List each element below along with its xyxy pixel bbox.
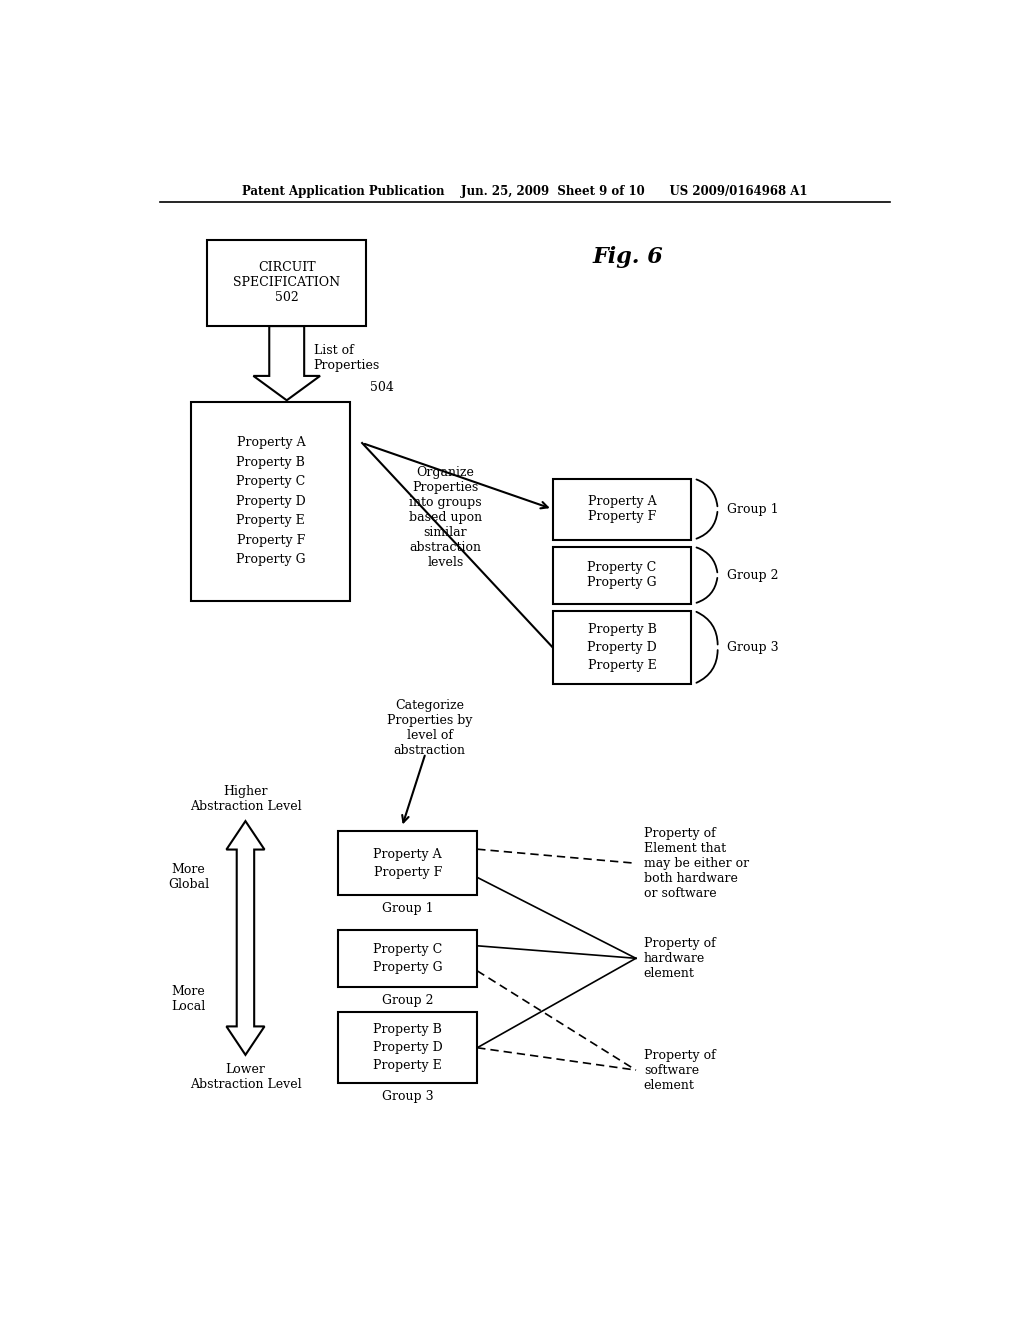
FancyBboxPatch shape [553, 546, 691, 603]
Text: Property B
Property D
Property E: Property B Property D Property E [373, 1023, 442, 1072]
Text: Property of
Element that
may be either or
both hardware
or software: Property of Element that may be either o… [644, 826, 749, 900]
Text: Fig. 6: Fig. 6 [593, 246, 664, 268]
Text: Group 3: Group 3 [382, 1090, 433, 1104]
FancyBboxPatch shape [553, 479, 691, 540]
Text: Group 2: Group 2 [382, 994, 433, 1007]
FancyBboxPatch shape [207, 240, 367, 326]
Text: Property A
Property B
Property C
Property D
Property E
Property F
Property G: Property A Property B Property C Propert… [236, 437, 306, 566]
Text: 504: 504 [370, 381, 394, 395]
FancyBboxPatch shape [338, 1012, 477, 1084]
FancyBboxPatch shape [338, 832, 477, 895]
Text: CIRCUIT
SPECIFICATION
502: CIRCUIT SPECIFICATION 502 [233, 261, 340, 305]
Text: Group 3: Group 3 [727, 640, 779, 653]
Text: Patent Application Publication    Jun. 25, 2009  Sheet 9 of 10      US 2009/0164: Patent Application Publication Jun. 25, … [242, 185, 808, 198]
Polygon shape [226, 821, 264, 1055]
Text: Higher
Abstraction Level: Higher Abstraction Level [189, 785, 301, 813]
FancyBboxPatch shape [338, 929, 477, 987]
Text: Categorize
Properties by
level of
abstraction: Categorize Properties by level of abstra… [387, 698, 472, 756]
Text: Property C
Property G: Property C Property G [373, 942, 442, 974]
Text: Property A
Property F: Property A Property F [374, 847, 442, 879]
Text: Property B
Property D
Property E: Property B Property D Property E [587, 623, 656, 672]
Text: List of
Properties: List of Properties [313, 345, 380, 372]
Text: More
Local: More Local [171, 985, 206, 1012]
FancyBboxPatch shape [191, 403, 350, 601]
Text: More
Global: More Global [168, 863, 209, 891]
Text: Property of
hardware
element: Property of hardware element [644, 937, 716, 979]
Text: Organize
Properties
into groups
based upon
similar
abstraction
levels: Organize Properties into groups based up… [409, 466, 482, 569]
Polygon shape [253, 326, 321, 400]
Text: Lower
Abstraction Level: Lower Abstraction Level [189, 1063, 301, 1092]
Text: Property C
Property G: Property C Property G [587, 561, 656, 589]
Text: Group 1: Group 1 [382, 903, 433, 915]
Text: Property A
Property F: Property A Property F [588, 495, 656, 523]
FancyBboxPatch shape [553, 611, 691, 684]
Text: Property of
software
element: Property of software element [644, 1048, 716, 1092]
Text: Group 1: Group 1 [727, 503, 779, 516]
Text: Group 2: Group 2 [727, 569, 778, 582]
